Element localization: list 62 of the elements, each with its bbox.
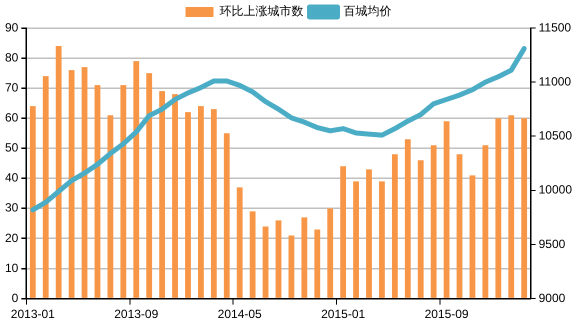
- bar: [30, 106, 36, 298]
- bar: [146, 73, 152, 298]
- y-tick-label: 70: [4, 80, 19, 94]
- bar: [418, 160, 424, 298]
- bar: [107, 115, 114, 298]
- bar: [314, 229, 320, 298]
- bar: [56, 46, 62, 298]
- bar: [521, 118, 528, 298]
- bar: [508, 115, 514, 298]
- bar: [133, 61, 140, 298]
- bar: [366, 169, 372, 298]
- bar: [276, 220, 282, 298]
- bar: [379, 181, 385, 298]
- y-tick-label: 30: [4, 200, 19, 215]
- x-tick-label: 2015-01: [321, 307, 366, 322]
- bar: [301, 217, 308, 298]
- legend-label: 环比上涨城市数: [220, 4, 304, 18]
- bar: [94, 85, 100, 298]
- bar: [42, 76, 49, 298]
- bar: [198, 106, 204, 298]
- bar: [224, 133, 230, 298]
- y2-tick-label: 10000: [538, 182, 572, 197]
- x-tick-label: 2014-05: [218, 307, 262, 322]
- bar: [82, 67, 88, 298]
- y-tick-label: 60: [4, 110, 19, 125]
- bar: [236, 187, 243, 298]
- y-tick-label: 90: [4, 20, 19, 34]
- bar: [392, 154, 398, 298]
- y-tick-label: 0: [12, 290, 19, 305]
- bar: [250, 211, 256, 298]
- bar: [68, 70, 75, 298]
- bar: [482, 145, 488, 298]
- bar: [172, 94, 178, 298]
- bar: [456, 154, 462, 298]
- bar: [120, 85, 126, 298]
- bar: [159, 91, 166, 298]
- y-tick-label: 20: [4, 230, 19, 245]
- y2-tick-label: 11000: [538, 74, 572, 88]
- bar: [470, 175, 476, 298]
- y-tick-label: 10: [4, 260, 19, 275]
- y2-tick-label: 11500: [538, 20, 572, 34]
- bar: [353, 181, 359, 298]
- y-tick-label: 50: [4, 140, 19, 155]
- bar: [495, 118, 502, 298]
- bar: [430, 145, 437, 298]
- bar: [340, 166, 346, 298]
- bar: [262, 226, 268, 298]
- y-tick-label: 40: [4, 170, 19, 185]
- bar: [288, 235, 294, 298]
- bar: [327, 208, 334, 298]
- bar: [185, 112, 191, 298]
- y2-tick-label: 9500: [538, 236, 566, 251]
- x-tick-label: 2015-09: [424, 307, 469, 322]
- y2-tick-label: 9000: [538, 290, 566, 305]
- bar: [444, 121, 450, 298]
- x-tick-label: 2013-09: [114, 307, 159, 322]
- legend-label: 百城均价: [344, 4, 392, 18]
- bar: [404, 139, 411, 298]
- y2-tick-label: 10500: [538, 128, 572, 143]
- bar: [210, 109, 217, 298]
- x-tick-label: 2013-01: [10, 307, 56, 322]
- y-tick-label: 80: [4, 50, 19, 64]
